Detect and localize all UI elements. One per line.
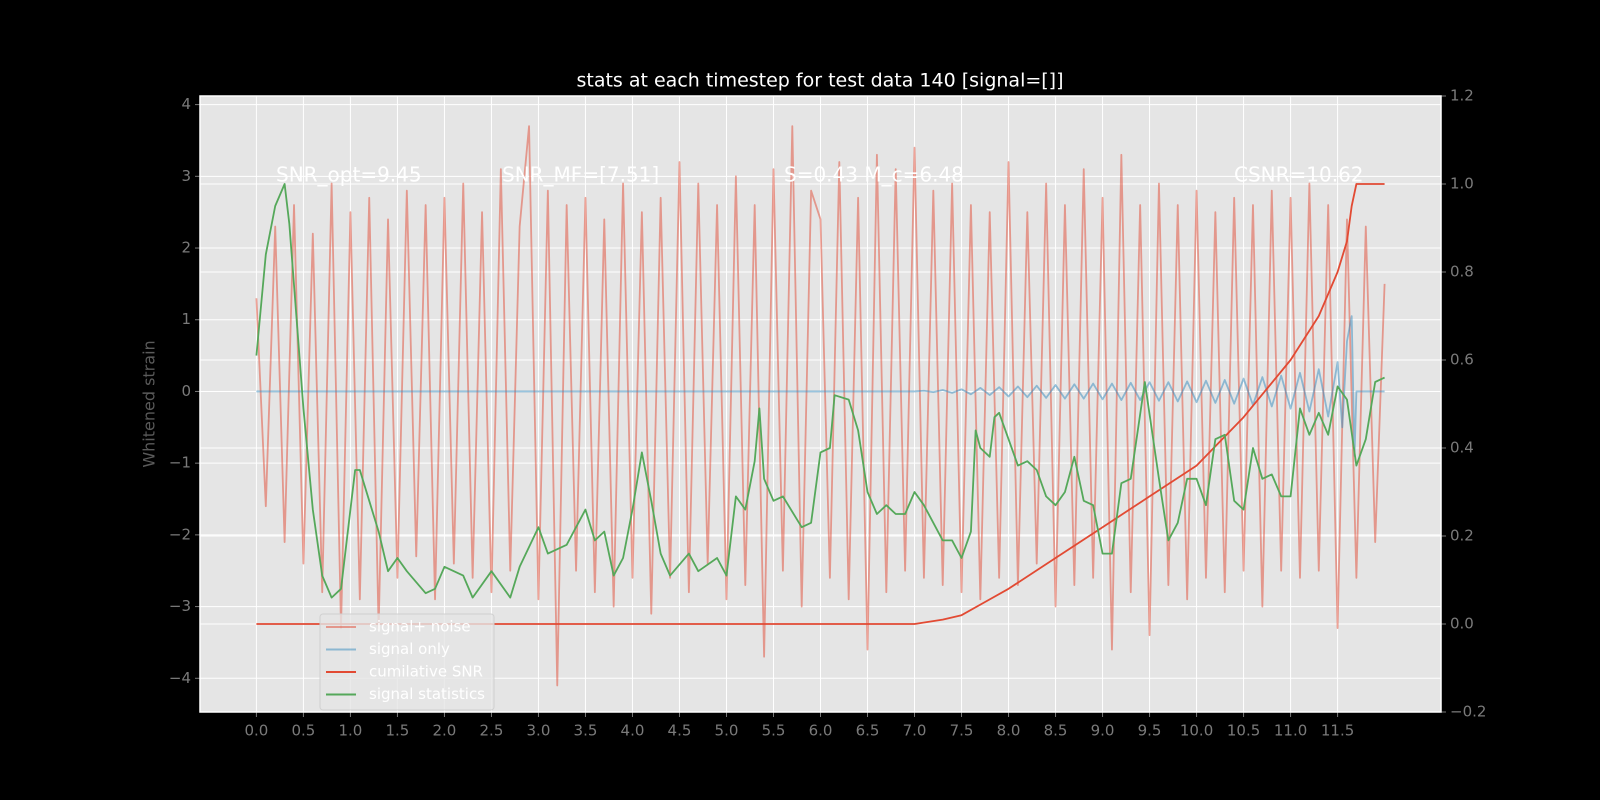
y-tick-label: 3	[181, 167, 191, 185]
x-tick-label: 11.5	[1321, 722, 1354, 740]
legend: signal+ noise signal only cumilative SNR si…	[319, 613, 495, 711]
plot-frame	[199, 95, 1442, 713]
y-tick-label: −1	[169, 454, 191, 472]
y2-tick-label: 0.2	[1450, 527, 1474, 545]
x-tick-label: 8.5	[1044, 722, 1068, 740]
y-axis-label: Whitened strain	[140, 340, 159, 467]
annotation: S=0.43 M_c=6.48	[784, 163, 964, 187]
x-tick-label: 3.0	[527, 722, 551, 740]
x-tick-label: 2.0	[433, 722, 457, 740]
x-tick-label: 0.5	[291, 722, 315, 740]
x-tick-label: 5.0	[715, 722, 739, 740]
annotation: CSNR=10.62	[1234, 163, 1364, 187]
x-tick-label: 9.0	[1091, 722, 1115, 740]
legend-label: signal only	[369, 640, 450, 658]
y2-tick-label: 0.4	[1450, 439, 1474, 457]
y2-tick-label: 1.0	[1450, 175, 1474, 193]
x-tick-label: 10.5	[1227, 722, 1260, 740]
chart-title: stats at each timestep for test data 140…	[576, 70, 1063, 92]
y-tick-label: 4	[181, 95, 191, 113]
series-line	[255, 183, 1385, 599]
y-tick-label: −4	[169, 669, 191, 687]
x-tick-label: 0.0	[244, 722, 268, 740]
x-tick-label: 7.5	[950, 722, 974, 740]
x-tick-label: 4.0	[621, 722, 645, 740]
x-tick-label: 8.0	[997, 722, 1021, 740]
legend-label: cumilative SNR	[369, 663, 483, 681]
x-tick-label: 6.0	[809, 722, 833, 740]
legend-label: signal statistics	[369, 685, 485, 703]
y-tick-label: −2	[169, 525, 191, 543]
y-tick-label: 1	[181, 310, 191, 328]
legend-frame	[319, 613, 495, 711]
x-tick-label: 3.5	[574, 722, 598, 740]
y-tick-label: 0	[181, 382, 191, 400]
x-tick-label: 10.0	[1180, 722, 1213, 740]
x-tick-label: 1.5	[386, 722, 410, 740]
x-tick-label: 11.0	[1274, 722, 1307, 740]
y2-tick-label: 0.8	[1450, 263, 1474, 281]
legend-label: signal+ noise	[369, 618, 471, 636]
y2-tick-label: 1.2	[1450, 87, 1474, 105]
series-line	[256, 315, 1385, 457]
annotation: SNR_MF=[7.51]	[502, 163, 659, 187]
y-tick-label: 2	[181, 239, 191, 257]
x-tick-label: 4.5	[668, 722, 692, 740]
annotation: SNR_opt=9.45	[276, 163, 422, 187]
y2-tick-label: −0.2	[1450, 703, 1486, 721]
x-tick-label: 9.5	[1138, 722, 1162, 740]
y2-tick-label: 0.6	[1450, 351, 1474, 369]
y2-tick-label: 0.0	[1450, 615, 1474, 633]
series-line	[255, 125, 1386, 687]
x-tick-label: 5.5	[762, 722, 786, 740]
x-tick-label: 2.5	[480, 722, 504, 740]
x-tick-label: 6.5	[856, 722, 880, 740]
x-tick-label: 1.0	[338, 722, 362, 740]
y-tick-label: −3	[169, 597, 191, 615]
series-line	[256, 183, 1385, 625]
x-tick-label: 7.0	[903, 722, 927, 740]
